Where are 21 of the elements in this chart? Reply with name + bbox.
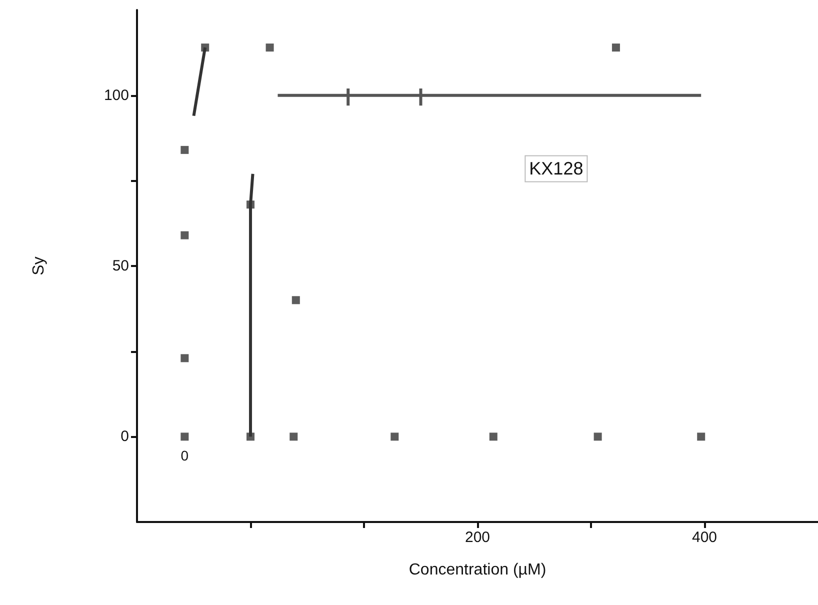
- y-tick-label: 100: [104, 86, 129, 104]
- x-tick-label: 400: [692, 529, 718, 546]
- point: [612, 44, 620, 52]
- point: [594, 432, 602, 441]
- point: [266, 44, 274, 52]
- point: [180, 432, 189, 441]
- x-tick-label: 200: [464, 529, 490, 546]
- point: [180, 354, 189, 362]
- x-axis-title: Concentration (µM): [408, 562, 546, 578]
- point: [489, 432, 498, 441]
- y-axis-title: Sy: [30, 256, 48, 276]
- point: [180, 146, 189, 154]
- annotation: KX128: [529, 158, 584, 179]
- point: [180, 231, 189, 240]
- y-tick-label: 50: [112, 258, 129, 274]
- annotation: 0: [180, 447, 189, 464]
- point: [697, 432, 706, 441]
- point: [390, 432, 399, 441]
- point: [292, 296, 300, 304]
- point: [290, 432, 298, 441]
- y-tick-label: 0: [120, 428, 129, 446]
